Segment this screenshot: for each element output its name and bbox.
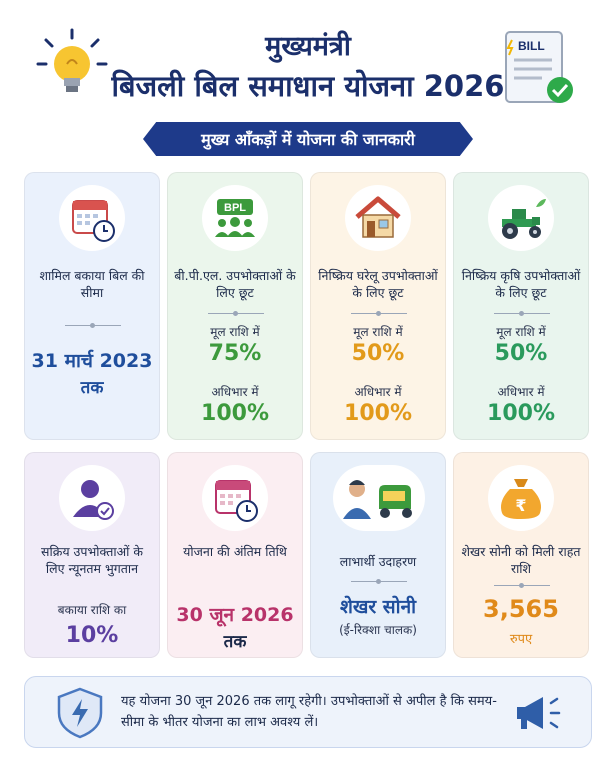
card-value: 31 मार्च 2023 [31,350,153,372]
card-value2: 100% [487,401,555,426]
lightbulb-icon [36,28,108,92]
card-suffix: तक [223,632,247,652]
bill-label: BILL [518,39,545,53]
card-label: शामिल बकाया बिल की सीमा [39,268,145,300]
card-value2: 100% [201,401,269,426]
card-minimum-payment: सक्रिय उपभोक्ताओं के लिए न्यूनतम भुगतान … [24,452,160,658]
divider [65,323,121,328]
bpl-group-icon: BPL [215,199,255,237]
card-relief-amount: ₹ शेखर सोनी को मिली राहत राशि 3,565 रुपए [453,452,589,658]
card-value: शेखर सोनी [339,596,417,618]
card-label: योजना की अंतिम तिथि [183,544,287,559]
card-label: सक्रिय उपभोक्ताओं के लिए न्यूनतम भुगतान [41,544,143,576]
megaphone-icon [517,697,561,729]
svg-text:₹: ₹ [515,496,526,515]
calendar-clock-icon [72,200,115,242]
card-value1: 10% [65,623,119,648]
shield-lightning-icon [57,687,103,739]
section-banner: मुख्य आँकड़ों में योजना की जानकारी [143,122,473,156]
card-bill-limit: शामिल बकाया बिल की सीमा 31 मार्च 2023 तक [24,172,160,440]
header: मुख्यमंत्री बिजली बिल समाधान योजना 2026 … [0,0,616,120]
man-rickshaw-icon [343,480,412,519]
divider [494,311,550,316]
calendar-clock-icon [215,480,258,522]
card-last-date: योजना की अंतिम तिथि 30 जून 2026 तक [167,452,303,658]
card-line2: अधिभार में [497,385,545,399]
user-check-icon [73,480,114,520]
divider [351,579,407,584]
tractor-icon [502,199,546,239]
card-value1: 75% [208,341,262,366]
card-beneficiary-example: लाभार्थी उदाहरण शेखर सोनी (ई-रिक्शा चालक… [310,452,446,658]
footer-text: यह योजना 30 जून 2026 तक लागू रहेगी। उपभो… [121,694,497,730]
bpl-label: BPL [224,202,246,214]
card-label: लाभार्थी उदाहरण [339,554,417,569]
house-icon [355,196,401,238]
card-value1: 50% [351,341,405,366]
card-line1: मूल राशि में [210,325,260,339]
footer-notice: यह योजना 30 जून 2026 तक लागू रहेगी। उपभो… [24,676,592,748]
card-label: निष्क्रिय कृषि उपभोक्ताओं के लिए छूट [461,268,581,300]
card-domestic-discount: निष्क्रिय घरेलू उपभोक्ताओं के लिए छूट मू… [310,172,446,440]
card-suffix: रुपए [509,632,533,647]
card-suffix: तक [80,378,104,398]
divider [494,583,550,588]
card-value: 3,565 [483,595,559,623]
bill-check-icon: BILL [505,31,573,103]
rupee-bag-icon: ₹ [501,479,541,519]
card-suffix: (ई-रिक्शा चालक) [339,623,417,637]
card-line1: मूल राशि में [496,325,546,339]
card-label: निष्क्रिय घरेलू उपभोक्ताओं के लिए छूट [318,268,438,300]
card-bpl-discount: BPL बी.पी.एल. उपभोक्ताओं के लिए छूट मूल … [167,172,303,440]
card-agri-discount: निष्क्रिय कृषि उपभोक्ताओं के लिए छूट मूल… [453,172,589,440]
card-value: 30 जून 2026 [176,604,294,626]
card-line2: अधिभार में [354,385,402,399]
divider [351,311,407,316]
card-label: शेखर सोनी को मिली राहत राशि [461,544,581,576]
card-value1: 50% [494,341,548,366]
card-line1: बकाया राशि का [57,603,127,617]
card-label: बी.पी.एल. उपभोक्ताओं के लिए छूट [174,268,296,300]
card-line2: अधिभार में [211,385,259,399]
card-value2: 100% [344,401,412,426]
page-title-line2: बिजली बिल समाधान योजना 2026 [111,69,505,103]
page-title-line1: मुख्यमंत्री [265,31,351,62]
card-line1: मूल राशि में [353,325,403,339]
divider [208,311,264,316]
